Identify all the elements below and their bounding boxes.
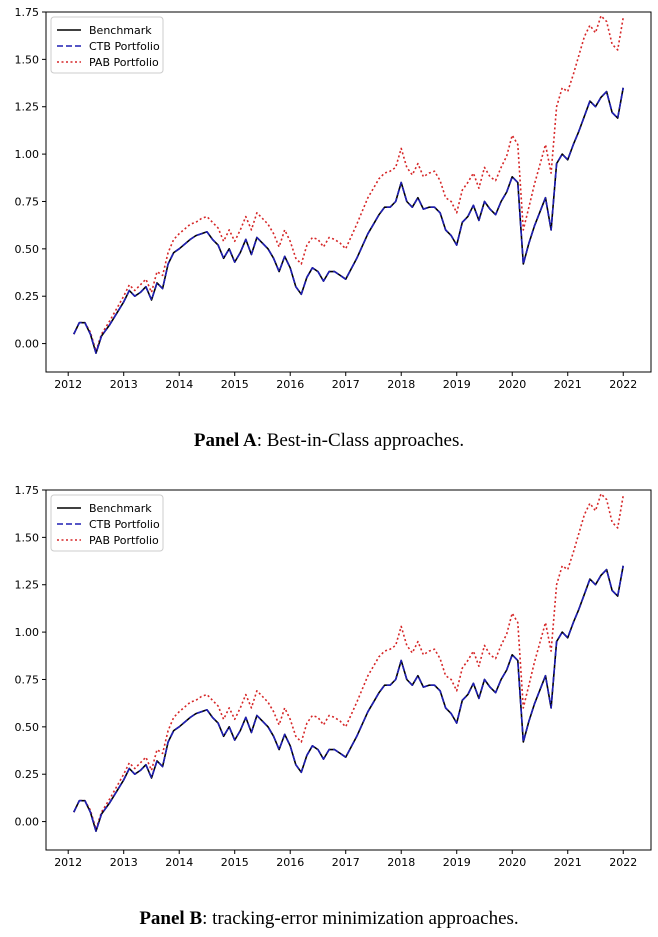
- legend-label: Benchmark: [89, 24, 152, 37]
- series-line-ctb-portfolio: [73, 87, 624, 354]
- y-tick-label: 1.25: [15, 101, 40, 114]
- x-tick-label: 2019: [443, 378, 471, 391]
- x-tick-label: 2021: [554, 856, 582, 869]
- chart-panel-a: 2012 2013 2014 2015 2016 2017 2018 2019 2020 2021…: [15, 6, 652, 391]
- x-tick-label: 2022: [609, 378, 637, 391]
- y-tick-label: 1.00: [15, 148, 40, 161]
- y-tick-label: 0.25: [15, 768, 40, 781]
- caption-panel-a: Panel A: Best-in-Class approaches.: [0, 430, 658, 452]
- y-tick-label: 0.50: [15, 243, 40, 256]
- x-tick-label: 2016: [276, 856, 304, 869]
- x-tick-label: 2022: [609, 856, 637, 869]
- y-tick-label: 1.00: [15, 626, 40, 639]
- chart-panel-b: 2012 2013 2014 2015 2016 2017 2018 2019 2020 2021…: [15, 484, 652, 869]
- legend-label: CTB Portfolio: [89, 518, 160, 531]
- plot-frame: [45, 489, 652, 851]
- caption-text: : Best-in-Class approaches.: [256, 430, 465, 451]
- x-tick-label: 2012: [54, 378, 82, 391]
- x-tick-label: 2017: [332, 378, 360, 391]
- series-line-pab-portfolio: [73, 493, 624, 831]
- x-tick-label: 2018: [387, 378, 415, 391]
- legend-label: Benchmark: [89, 502, 152, 515]
- panel-b: 2012 2013 2014 2015 2016 2017 2018 2019 2020 2021…: [0, 478, 658, 883]
- panel-a: 2012 2013 2014 2015 2016 2017 2018 2019 2020 2021…: [0, 0, 658, 405]
- x-tick-label: 2013: [110, 856, 138, 869]
- y-tick-label: 0.50: [15, 721, 40, 734]
- y-tick-label: 1.75: [15, 484, 40, 497]
- caption-panel-b: Panel B: tracking-error minimization app…: [0, 908, 658, 930]
- y-tick-label: 0.00: [15, 816, 40, 829]
- x-tick-label: 2014: [165, 856, 193, 869]
- series-line-pab-portfolio: [73, 15, 624, 353]
- x-tick-label: 2017: [332, 856, 360, 869]
- plot-frame: [45, 11, 652, 373]
- x-tick-label: 2018: [387, 856, 415, 869]
- x-tick-label: 2014: [165, 378, 193, 391]
- y-tick-label: 1.50: [15, 531, 40, 544]
- series-line-ctb-portfolio: [73, 565, 624, 832]
- x-tick-label: 2021: [554, 378, 582, 391]
- caption-text: : tracking-error minimization approaches…: [202, 908, 519, 929]
- x-tick-label: 2015: [221, 378, 249, 391]
- y-tick-label: 0.75: [15, 195, 40, 208]
- x-tick-label: 2012: [54, 856, 82, 869]
- x-tick-label: 2015: [221, 856, 249, 869]
- y-tick-label: 0.75: [15, 673, 40, 686]
- caption-label: Panel B: [139, 908, 203, 929]
- x-tick-label: 2013: [110, 378, 138, 391]
- y-tick-label: 0.00: [15, 338, 40, 351]
- x-tick-label: 2020: [498, 856, 526, 869]
- series-line-benchmark: [73, 87, 624, 354]
- caption-label: Panel A: [193, 430, 257, 451]
- x-tick-label: 2020: [498, 378, 526, 391]
- legend-label: PAB Portfolio: [89, 534, 159, 547]
- series-line-benchmark: [73, 565, 624, 832]
- y-tick-label: 0.25: [15, 290, 40, 303]
- y-tick-label: 1.75: [15, 6, 40, 19]
- y-tick-label: 1.50: [15, 53, 40, 66]
- legend-box: [50, 494, 164, 552]
- x-tick-label: 2016: [276, 378, 304, 391]
- legend-box: [50, 16, 164, 74]
- legend-label: CTB Portfolio: [89, 40, 160, 53]
- legend-label: PAB Portfolio: [89, 56, 159, 69]
- x-tick-label: 2019: [443, 856, 471, 869]
- y-tick-label: 1.25: [15, 579, 40, 592]
